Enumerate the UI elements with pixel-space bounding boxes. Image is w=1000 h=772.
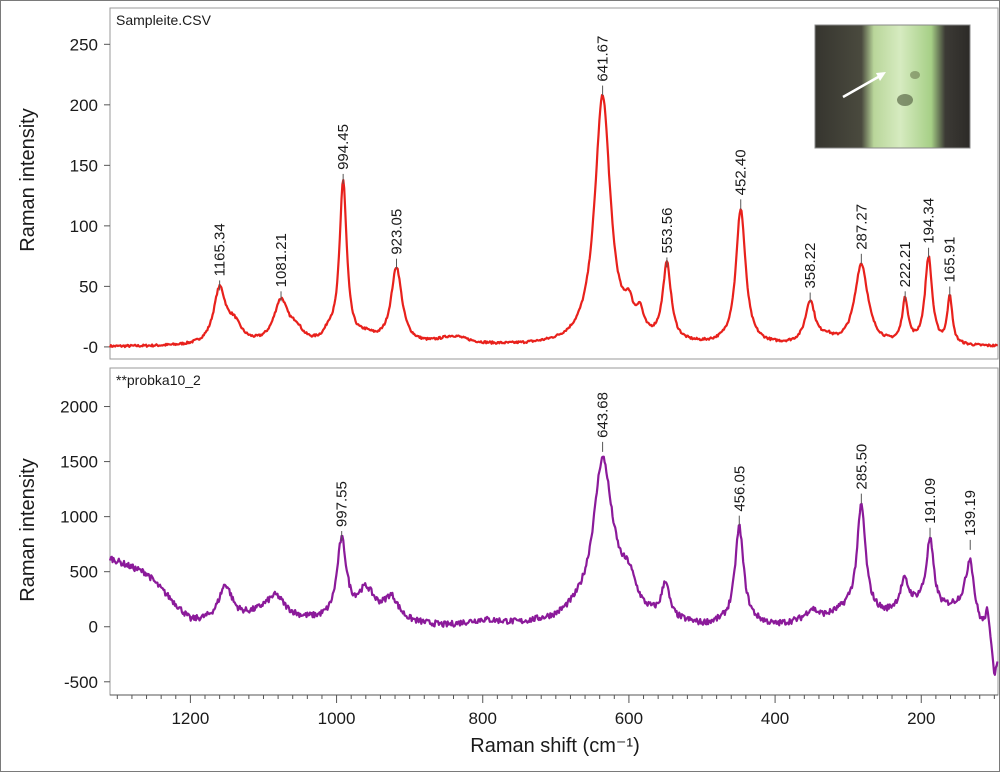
panel-title-top: Sampleite.CSV: [116, 12, 212, 28]
peak-label: 994.45: [335, 124, 352, 170]
y-tick-label: 200: [70, 96, 98, 115]
x-axis: 1200 1000 800 600 400 200: [110, 694, 998, 728]
peak-label: 641.67: [595, 36, 612, 82]
y-tick-label: 500: [70, 563, 98, 582]
x-axis-title: Raman shift (cm⁻¹): [470, 735, 639, 757]
y-tick-label: 250: [70, 35, 98, 54]
plot-area-top: [109, 7, 999, 360]
x-tick-label: 200: [907, 709, 935, 728]
y-tick-label: 50: [79, 277, 98, 296]
peak-label: 222.21: [897, 241, 914, 287]
y-tick-label: 1500: [60, 453, 98, 472]
peak-label: 285.50: [853, 444, 870, 490]
y-tick-label: 1000: [60, 508, 98, 527]
peak-label: 194.34: [921, 198, 938, 244]
peak-labels-bottom: 997.55 643.68 456.05 285.50 191.09 139.19: [334, 392, 979, 550]
peak-label: 1165.34: [212, 223, 229, 276]
x-tick-label: 1000: [318, 709, 356, 728]
peak-label: 553.56: [659, 208, 676, 254]
y-tick-label: -0: [83, 338, 98, 357]
peak-label: 997.55: [334, 481, 351, 527]
peak-label: 456.05: [731, 466, 748, 512]
panel-title-bottom: **probka10_2: [116, 372, 201, 388]
x-tick-label: 600: [615, 709, 643, 728]
y-tick-label: 100: [70, 217, 98, 236]
inset-pointer-arrow: [842, 74, 881, 99]
series-sampleite: [108, 93, 998, 349]
peak-label: 139.19: [962, 490, 979, 536]
peak-label: 923.05: [388, 209, 405, 255]
y-tick-label: 0: [89, 618, 98, 637]
peak-label: 358.22: [802, 243, 819, 289]
inset-microscope-image: [814, 24, 971, 149]
x-tick-label: 800: [469, 709, 497, 728]
peak-label: 452.40: [733, 149, 750, 195]
y-axis-title-top: Raman intensity: [17, 108, 39, 251]
spectrum-panel-top: Sampleite.CSV Raman intensity -0 50 100 150…: [17, 7, 999, 360]
y-axis-title-bottom: Raman intensity: [17, 458, 39, 601]
peak-labels-top: 1165.34 1081.21 994.45 923.05 641.67 553.56 45…: [212, 36, 959, 303]
peak-label: 287.27: [853, 204, 870, 250]
y-axis-ticks-bottom: -500 0 500 1000 1500 2000: [60, 398, 110, 692]
y-tick-label: 150: [70, 156, 98, 175]
spectrum-panel-bottom: **probka10_2 Raman intensity -500 0 500 100…: [17, 367, 999, 696]
spectrum-line: [108, 93, 998, 349]
x-tick-label: 400: [761, 709, 789, 728]
x-tick-label: 1200: [171, 709, 209, 728]
peak-label: 643.68: [595, 392, 612, 438]
peak-label: 165.91: [942, 237, 959, 283]
peak-label: 191.09: [922, 478, 939, 524]
series-probka10-2: [108, 455, 999, 676]
y-axis-ticks-top: -0 50 100 150 200 250: [70, 35, 110, 357]
spectrum-line: [108, 455, 999, 676]
peak-label: 1081.21: [273, 233, 290, 287]
y-tick-label: -500: [64, 673, 98, 692]
y-tick-label: 2000: [60, 398, 98, 417]
